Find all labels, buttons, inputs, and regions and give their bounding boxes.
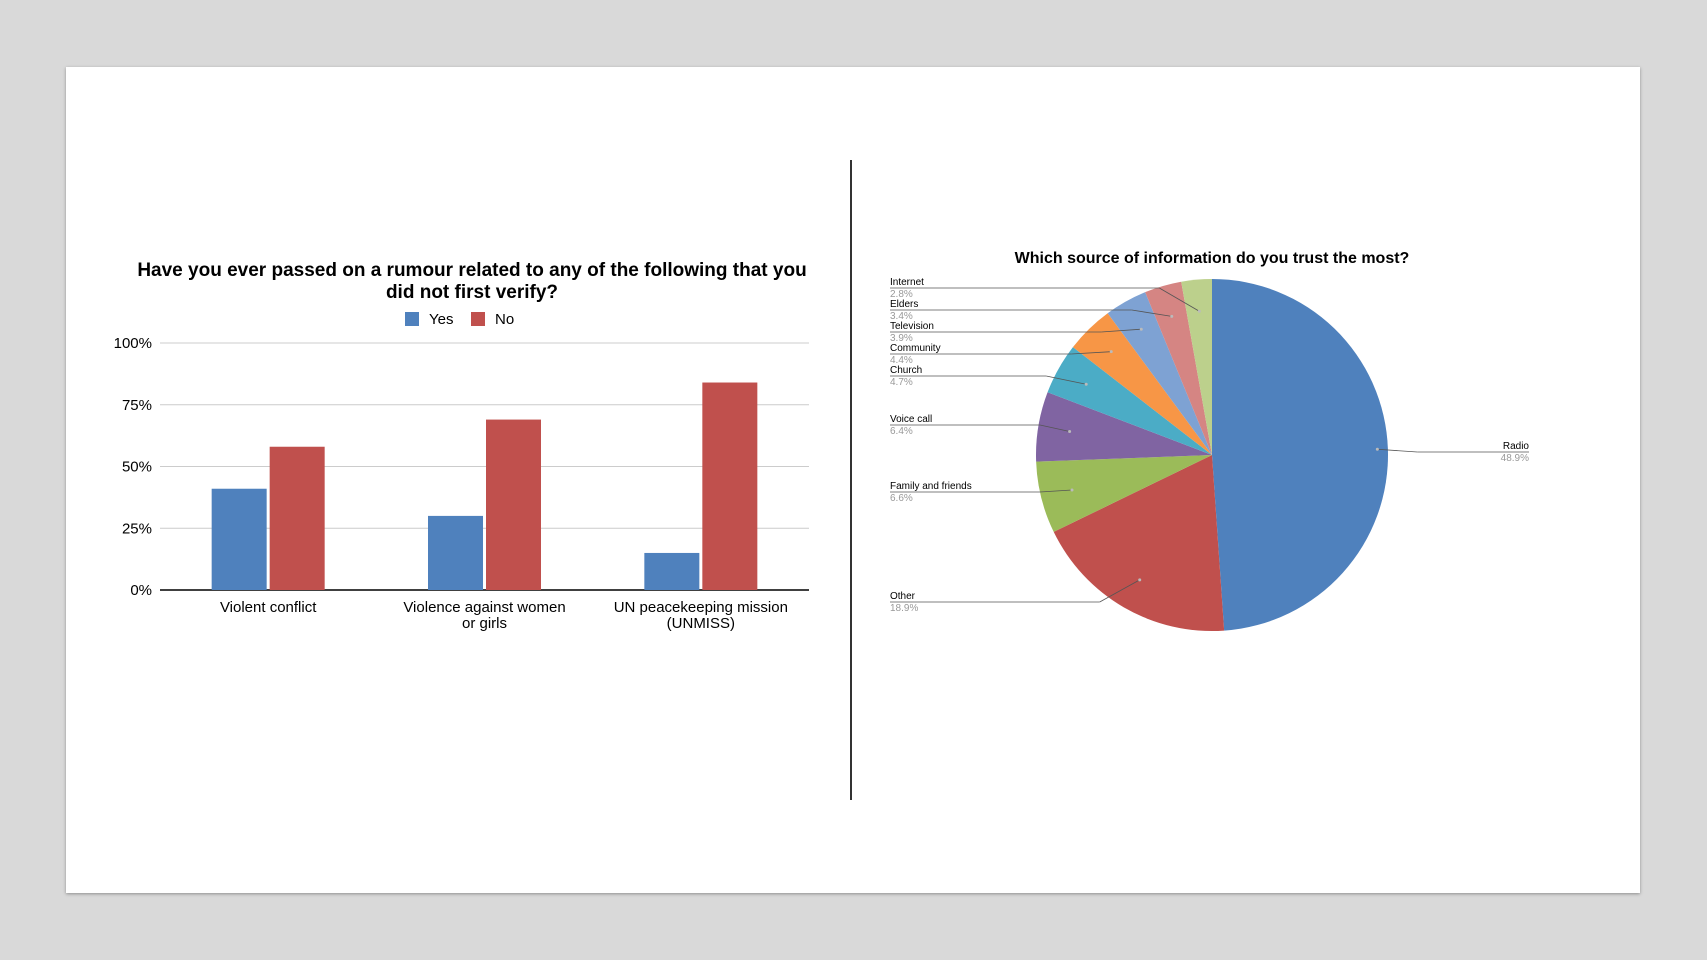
x-tick-label: or girls xyxy=(462,615,507,632)
leader-dot xyxy=(1170,314,1174,318)
leader-dot xyxy=(1139,327,1143,331)
pie-slice-other xyxy=(1053,455,1225,631)
y-tick-label: 50% xyxy=(122,459,152,476)
slice-label: Internet xyxy=(890,277,924,288)
leader-dot xyxy=(1068,430,1072,434)
x-tick-label: UN peacekeeping mission xyxy=(614,599,788,616)
pie-slice-elders xyxy=(1145,281,1212,455)
pie-slice-church xyxy=(1047,347,1212,455)
bar-chart: Have you ever passed on a rumour related… xyxy=(114,260,809,632)
leader-line xyxy=(1377,448,1418,453)
chart-title: did not first verify? xyxy=(386,282,558,303)
slice-label: Church xyxy=(890,365,922,376)
leader-line xyxy=(1071,351,1112,355)
leader-dot xyxy=(1375,447,1379,451)
bar-no-2 xyxy=(486,419,541,590)
slice-label: Family and friends xyxy=(890,481,972,492)
legend-swatch xyxy=(405,312,419,326)
slice-percent: 48.9% xyxy=(1501,453,1529,464)
leader-line xyxy=(1046,375,1087,385)
leader-line xyxy=(1131,309,1172,317)
pie-slice-television xyxy=(1107,292,1212,455)
y-tick-label: 25% xyxy=(122,520,152,537)
slice-percent: 4.4% xyxy=(890,355,913,366)
slice-label: Community xyxy=(890,343,941,354)
bar-no-1 xyxy=(269,446,325,590)
leader-dot xyxy=(1197,309,1201,313)
slice-percent: 2.8% xyxy=(890,289,913,300)
chart-title: Which source of information do you trust… xyxy=(1015,250,1410,267)
slice-percent: 3.4% xyxy=(890,311,913,322)
leader-line xyxy=(1101,328,1142,333)
bar-no-3 xyxy=(702,382,758,590)
slice-label: Voice call xyxy=(890,414,932,425)
bar-yes-3 xyxy=(644,552,700,590)
divider xyxy=(850,160,852,800)
pie-slice-radio xyxy=(1212,279,1388,631)
legend-label: Yes xyxy=(429,311,453,328)
chart-title: Have you ever passed on a rumour related… xyxy=(137,260,806,281)
y-tick-label: 100% xyxy=(114,335,152,352)
pie-slice-community xyxy=(1072,313,1212,455)
leader-dot xyxy=(1109,350,1113,354)
slice-label: Radio xyxy=(1503,441,1530,452)
y-tick-label: 75% xyxy=(122,397,152,414)
y-tick-label: 0% xyxy=(130,582,152,599)
x-tick-label: Violence against women xyxy=(403,599,565,616)
slice-percent: 18.9% xyxy=(890,603,918,614)
slice-label: Other xyxy=(890,591,916,602)
legend-swatch xyxy=(471,312,485,326)
pie-slice-family-and-friends xyxy=(1036,455,1212,532)
x-tick-label: (UNMISS) xyxy=(667,615,735,632)
pie-slice-voice-call xyxy=(1036,392,1212,462)
leader-line xyxy=(1039,489,1073,493)
slice-percent: 4.7% xyxy=(890,377,913,388)
slice-percent: 6.4% xyxy=(890,426,913,437)
leader-line xyxy=(1159,287,1200,312)
leader-line xyxy=(1099,579,1140,603)
slice-label: Elders xyxy=(890,299,918,310)
slice-percent: 6.6% xyxy=(890,493,913,504)
leader-dot xyxy=(1070,488,1074,492)
x-tick-label: Violent conflict xyxy=(220,599,317,616)
leader-dot xyxy=(1084,382,1088,386)
legend-label: No xyxy=(495,311,514,328)
pie-chart: Which source of information do you trust… xyxy=(890,250,1530,631)
leader-line xyxy=(1039,424,1070,432)
bar-yes-2 xyxy=(428,515,483,590)
bar-yes-1 xyxy=(211,488,267,590)
slice-label: Television xyxy=(890,321,934,332)
slice-percent: 3.9% xyxy=(890,333,913,344)
pie-slice-internet xyxy=(1181,279,1212,455)
leader-dot xyxy=(1138,578,1142,582)
slide: Have you ever passed on a rumour related… xyxy=(66,67,1640,893)
